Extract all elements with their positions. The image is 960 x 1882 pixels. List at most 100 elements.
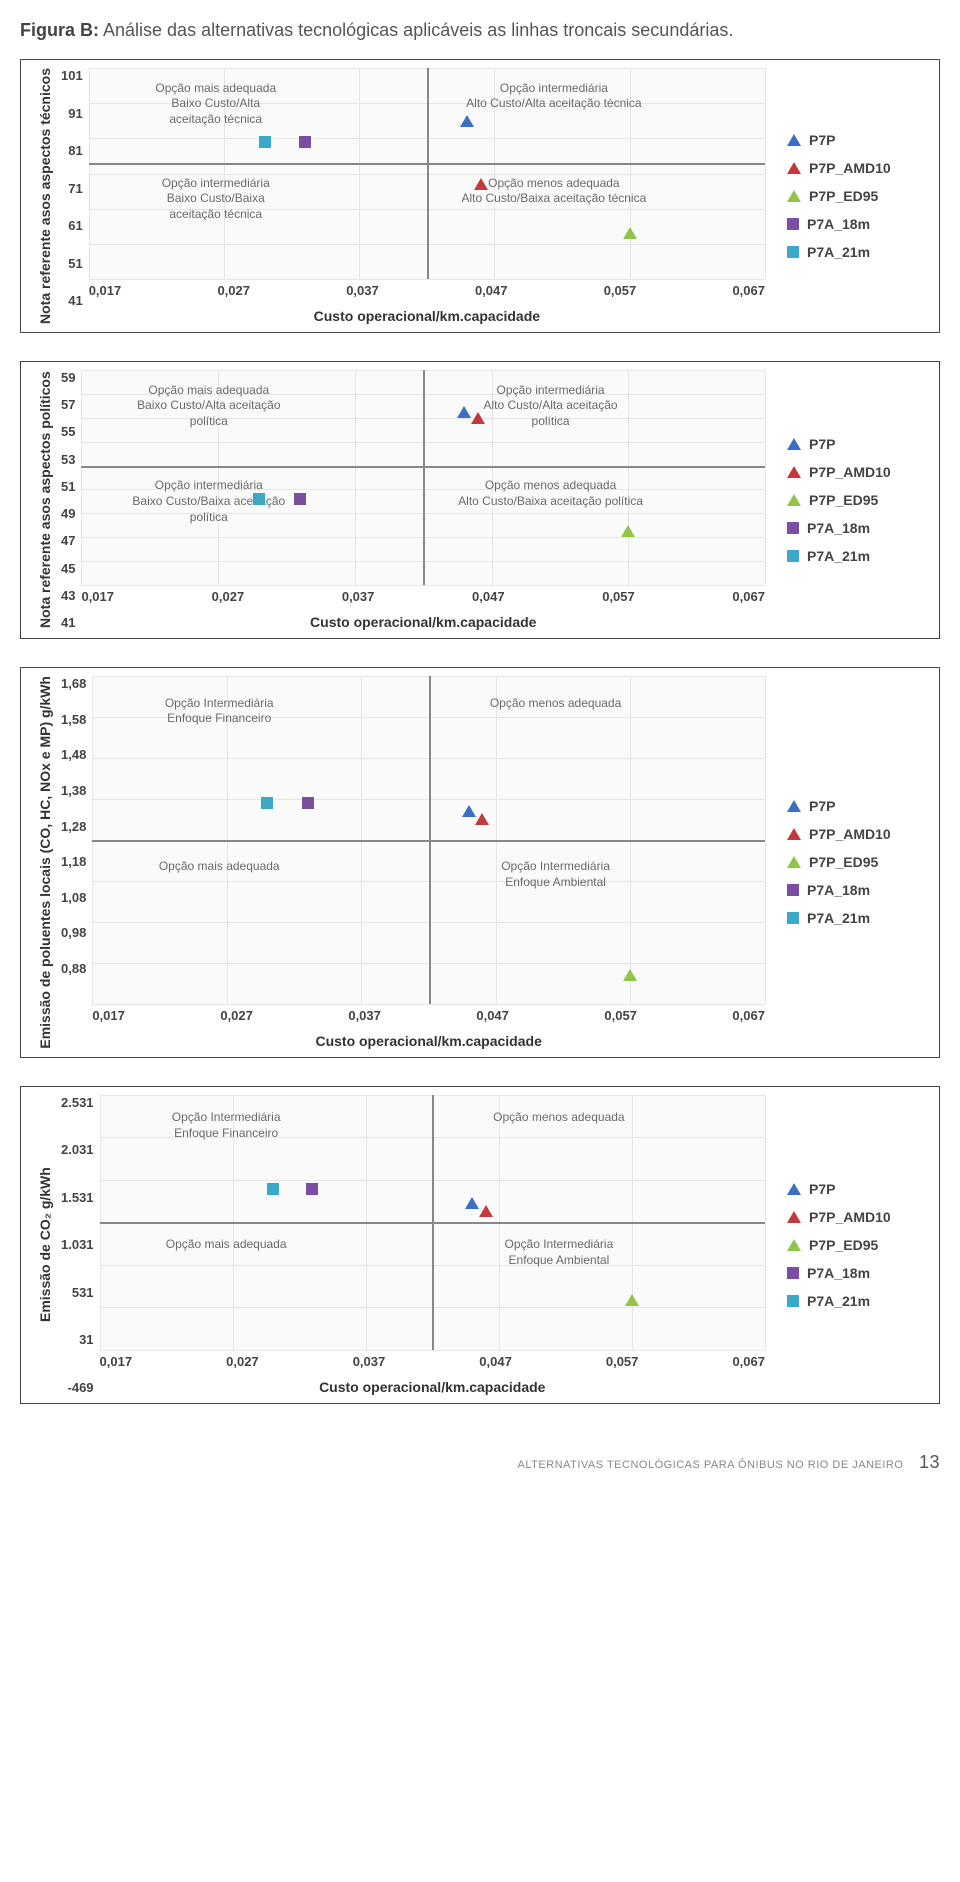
triangle-icon bbox=[625, 1294, 639, 1306]
square-icon bbox=[787, 522, 799, 534]
quadrant-label-tl: Opção IntermediáriaEnfoque Financeiro bbox=[126, 1110, 326, 1141]
legend-label: P7A_21m bbox=[807, 244, 870, 260]
x-axis-label: Custo operacional/km.capacidade bbox=[81, 604, 765, 630]
y-tick: 531 bbox=[61, 1285, 94, 1300]
legend-label: P7A_18m bbox=[807, 882, 870, 898]
y-axis-label: Emissão de CO₂ g/kWh bbox=[35, 1095, 55, 1395]
page-footer: ALTERNATIVAS TECNOLÓGICAS PARA ÔNIBUS NO… bbox=[20, 1432, 940, 1473]
x-tick: 0,057 bbox=[604, 1008, 637, 1023]
y-tick: 1,08 bbox=[61, 890, 86, 905]
triangle-icon bbox=[787, 438, 801, 450]
square-icon bbox=[306, 1183, 318, 1195]
y-axis-label: Emissão de poluentes locais (CO, HC, NOx… bbox=[35, 676, 55, 1049]
data-point-P7P_ED95 bbox=[623, 969, 637, 981]
y-axis-ticks: 1,681,581,481,381,281,181,080,980,88 bbox=[55, 676, 92, 976]
data-point-P7A_18m bbox=[302, 797, 314, 809]
legend-item-P7P: P7P bbox=[787, 132, 925, 148]
grid-line bbox=[92, 1004, 765, 1005]
quadrant-divider-horizontal bbox=[89, 163, 765, 165]
quadrant-label-br: Opção menos adequadaAlto Custo/Baixa ace… bbox=[451, 478, 651, 509]
quadrant-label-bl: Opção intermediáriaBaixo Custo/Baixa ace… bbox=[109, 478, 309, 525]
square-icon bbox=[787, 218, 799, 230]
quadrant-divider-horizontal bbox=[100, 1222, 765, 1224]
x-axis-label: Custo operacional/km.capacidade bbox=[100, 1369, 765, 1395]
y-tick: 59 bbox=[61, 370, 75, 385]
legend-item-P7A_21m: P7A_21m bbox=[787, 548, 925, 564]
x-tick: 0,037 bbox=[346, 283, 379, 298]
quadrant-divider-vertical bbox=[427, 68, 429, 279]
x-axis-label: Custo operacional/km.capacidade bbox=[89, 298, 765, 324]
footer-page-number: 13 bbox=[907, 1452, 940, 1472]
y-axis-ticks: 59575553514947454341 bbox=[55, 370, 81, 630]
data-point-P7A_18m bbox=[294, 493, 306, 505]
y-tick: 2.531 bbox=[61, 1095, 94, 1110]
legend-label: P7P_ED95 bbox=[809, 1237, 878, 1253]
triangle-icon bbox=[787, 134, 801, 146]
y-tick: 1,58 bbox=[61, 712, 86, 727]
data-point-P7P bbox=[460, 115, 474, 127]
y-tick: 2.031 bbox=[61, 1142, 94, 1157]
y-tick: 43 bbox=[61, 588, 75, 603]
square-icon bbox=[267, 1183, 279, 1195]
legend-item-P7A_21m: P7A_21m bbox=[787, 1293, 925, 1309]
x-tick: 0,067 bbox=[732, 1008, 765, 1023]
grid-line bbox=[765, 676, 766, 1004]
y-tick: 41 bbox=[61, 293, 83, 308]
quadrant-label-tl: Opção mais adequadaBaixo Custo/Altaaceit… bbox=[116, 81, 316, 128]
triangle-icon bbox=[471, 412, 485, 424]
x-tick: 0,047 bbox=[472, 589, 505, 604]
grid-line bbox=[89, 279, 765, 280]
y-tick: 53 bbox=[61, 452, 75, 467]
legend-item-P7P_AMD10: P7P_AMD10 bbox=[787, 160, 925, 176]
y-tick: 0,88 bbox=[61, 961, 86, 976]
y-tick: -469 bbox=[61, 1380, 94, 1395]
y-tick: 61 bbox=[61, 218, 83, 233]
x-tick: 0,017 bbox=[92, 1008, 125, 1023]
quadrant-label-tr: Opção intermediáriaAlto Custo/Alta aceit… bbox=[454, 81, 654, 112]
square-icon bbox=[294, 493, 306, 505]
chart-2: Nota referente asos aspectos políticos59… bbox=[20, 361, 940, 639]
legend-item-P7A_18m: P7A_18m bbox=[787, 1265, 925, 1281]
x-axis-ticks: 0,0170,0270,0370,0470,0570,067 bbox=[81, 585, 765, 604]
y-tick: 55 bbox=[61, 424, 75, 439]
y-tick: 31 bbox=[61, 1332, 94, 1347]
page-title-bold: Figura B: bbox=[20, 20, 99, 40]
legend-item-P7P_AMD10: P7P_AMD10 bbox=[787, 826, 925, 842]
legend-item-P7A_21m: P7A_21m bbox=[787, 910, 925, 926]
legend: P7PP7P_AMD10P7P_ED95P7A_18mP7A_21m bbox=[765, 370, 925, 630]
square-icon bbox=[787, 912, 799, 924]
x-tick: 0,067 bbox=[732, 589, 765, 604]
triangle-icon bbox=[457, 406, 471, 418]
y-tick: 1.531 bbox=[61, 1190, 94, 1205]
y-tick: 51 bbox=[61, 256, 83, 271]
y-tick: 91 bbox=[61, 106, 83, 121]
legend-item-P7A_18m: P7A_18m bbox=[787, 520, 925, 536]
data-point-P7P_AMD10 bbox=[475, 813, 489, 825]
x-tick: 0,037 bbox=[342, 589, 375, 604]
data-point-P7P_AMD10 bbox=[474, 178, 488, 190]
legend-item-P7P_AMD10: P7P_AMD10 bbox=[787, 464, 925, 480]
legend: P7PP7P_AMD10P7P_ED95P7A_18mP7A_21m bbox=[765, 68, 925, 324]
chart-4: Emissão de CO₂ g/kWh 2.531 2.031 1.531 1.031… bbox=[20, 1086, 940, 1404]
y-tick: 1,38 bbox=[61, 783, 86, 798]
triangle-icon bbox=[474, 178, 488, 190]
quadrant-label-tl: Opção IntermediáriaEnfoque Financeiro bbox=[119, 696, 319, 727]
y-tick: 47 bbox=[61, 533, 75, 548]
legend-item-P7P_AMD10: P7P_AMD10 bbox=[787, 1209, 925, 1225]
x-tick: 0,047 bbox=[475, 283, 508, 298]
square-icon bbox=[787, 1267, 799, 1279]
data-point-P7A_21m bbox=[253, 493, 265, 505]
x-axis-ticks: 0,0170,0270,0370,0470,0570,067 bbox=[100, 1350, 765, 1369]
y-tick: 1.031 bbox=[61, 1237, 94, 1252]
grid-line bbox=[765, 370, 766, 585]
x-tick: 0,027 bbox=[217, 283, 250, 298]
y-tick: 41 bbox=[61, 615, 75, 630]
data-point-P7P bbox=[465, 1197, 479, 1209]
triangle-icon bbox=[479, 1205, 493, 1217]
x-tick: 0,067 bbox=[732, 283, 765, 298]
grid-line bbox=[355, 370, 356, 585]
y-tick: 1,68 bbox=[61, 676, 86, 691]
quadrant-label-bl: Opção mais adequada bbox=[119, 859, 319, 875]
y-axis-ticks: 101918171615141 bbox=[55, 68, 89, 308]
data-point-P7P bbox=[462, 805, 476, 817]
